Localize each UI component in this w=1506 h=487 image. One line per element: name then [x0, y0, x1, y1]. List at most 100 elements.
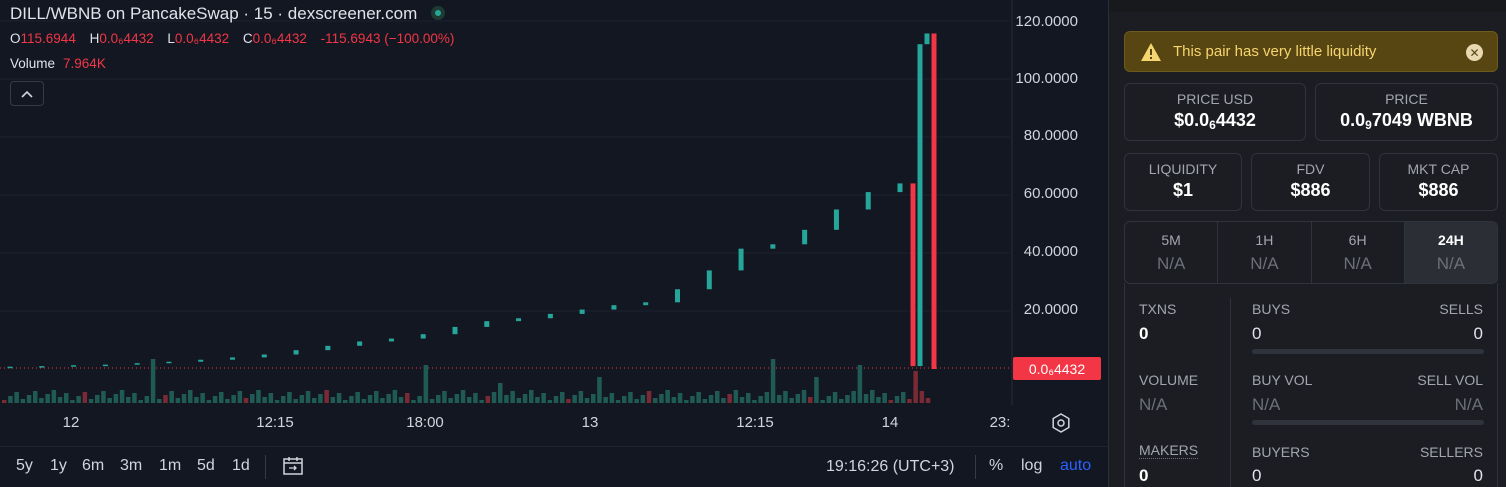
candle[interactable]: [420, 334, 426, 339]
candle[interactable]: [910, 183, 916, 367]
volume-bar: [14, 392, 19, 403]
candle[interactable]: [897, 183, 903, 193]
volume-bar: [491, 392, 497, 403]
volume-bar: [250, 394, 255, 403]
volume-bar: [535, 397, 540, 403]
volume-bar: [237, 391, 243, 403]
candle[interactable]: [325, 345, 331, 351]
buyers-label: BUYERS: [1252, 444, 1310, 460]
volume-bar: [708, 395, 714, 403]
tab-24h[interactable]: 24H N/A: [1404, 222, 1497, 283]
candle[interactable]: [39, 366, 45, 368]
tab-5m[interactable]: 5M N/A: [1125, 222, 1219, 283]
gear-icon[interactable]: [1050, 412, 1072, 434]
candle[interactable]: [924, 33, 930, 45]
candle[interactable]: [230, 357, 235, 360]
volume-bar: [541, 393, 546, 403]
volume-bar: [721, 398, 726, 403]
volume-bar: [281, 396, 286, 403]
volume-bar: [659, 394, 664, 403]
volume-bar: [870, 390, 875, 403]
range-3m-button[interactable]: 3m: [120, 457, 143, 474]
candle[interactable]: [166, 361, 172, 364]
volume-bar: [256, 390, 261, 403]
close-icon[interactable]: ✕: [1466, 44, 1483, 61]
candle[interactable]: [643, 302, 649, 306]
candle[interactable]: [102, 364, 108, 367]
candle[interactable]: [611, 305, 617, 310]
range-6m-button[interactable]: 6m: [82, 457, 105, 474]
buy-volume-label: BUY VOL: [1252, 372, 1313, 388]
candle[interactable]: [865, 192, 871, 210]
low-liquidity-warning: This pair has very little liquidity ✕: [1124, 31, 1498, 72]
candle[interactable]: [579, 309, 585, 314]
candle[interactable]: [516, 318, 522, 322]
buy-sell-ratio-bar: [1252, 349, 1484, 354]
candle[interactable]: [833, 209, 839, 230]
volume-bar: [758, 396, 763, 403]
candle[interactable]: [388, 338, 394, 342]
tab-6h[interactable]: 6H N/A: [1312, 222, 1405, 283]
candle[interactable]: [452, 326, 458, 335]
candle[interactable]: [484, 321, 490, 327]
chart-area[interactable]: DILL/WBNB on PancakeSwap · 15 · dexscree…: [0, 0, 1108, 487]
time-axis-label: 13: [581, 414, 599, 431]
time-axis-label: 12:15: [256, 414, 294, 431]
candle[interactable]: [261, 354, 267, 358]
range-1m-button[interactable]: 1m: [159, 457, 182, 474]
volume-bar: [82, 392, 88, 403]
log-scale-button[interactable]: log: [1021, 457, 1043, 474]
range-1d-button[interactable]: 1d: [232, 457, 250, 474]
candle[interactable]: [802, 229, 808, 245]
candle[interactable]: [738, 248, 744, 271]
candle[interactable]: [357, 341, 363, 346]
collapse-legend-button[interactable]: [10, 81, 44, 106]
fdv-label: FDV: [1296, 161, 1325, 177]
candle[interactable]: [706, 270, 712, 290]
candle[interactable]: [134, 363, 140, 365]
volume-bar: [126, 397, 131, 403]
calendar-range-icon[interactable]: [281, 454, 305, 478]
volume-bar: [200, 393, 205, 403]
chart-title-text: DILL/WBNB on PancakeSwap · 15 · dexscree…: [10, 4, 418, 23]
candle[interactable]: [293, 350, 299, 355]
timezone-clock[interactable]: 19:16:26 (UTC+3): [826, 458, 955, 475]
volume-bar: [628, 392, 633, 403]
volume-value: N/A: [1139, 395, 1168, 414]
volume-bar: [467, 397, 472, 403]
volume-bar: [479, 400, 484, 403]
candle[interactable]: [198, 359, 204, 362]
volume-bar: [839, 399, 844, 403]
volume-bar: [219, 392, 224, 403]
candle[interactable]: [547, 313, 553, 319]
volume-bar: [460, 390, 466, 403]
percent-scale-button[interactable]: %: [989, 457, 1004, 474]
volume-bar: [392, 390, 398, 403]
volume-bar: [764, 392, 770, 403]
candle[interactable]: [675, 289, 680, 303]
range-1y-button[interactable]: 1y: [50, 457, 67, 474]
candle[interactable]: [71, 365, 77, 367]
candle[interactable]: [7, 366, 13, 369]
volume-bar: [70, 400, 75, 403]
volume-bar: [442, 391, 447, 403]
liquidity-label: LIQUIDITY: [1148, 161, 1218, 177]
candle[interactable]: [931, 33, 937, 369]
volume-bar: [640, 395, 646, 403]
candle[interactable]: [770, 244, 776, 249]
volume-bar: [572, 395, 577, 403]
volume-bar: [163, 395, 168, 403]
price-chart[interactable]: [0, 0, 1108, 446]
volume-bar: [361, 399, 367, 403]
range-5y-button[interactable]: 5y: [16, 457, 33, 474]
volume-bar: [262, 397, 267, 403]
ohlc-readout: O115.6944 H0.0₆4432 L0.0₆4432 C0.0₆4432 …: [10, 31, 464, 46]
volume-bar: [814, 377, 819, 403]
candle[interactable]: [917, 44, 923, 367]
volume-bar: [498, 383, 503, 403]
price-axis-label: 120.0000: [1015, 13, 1078, 30]
range-5d-button[interactable]: 5d: [197, 457, 215, 474]
buys-label: BUYS: [1252, 301, 1291, 317]
tab-1h[interactable]: 1H N/A: [1218, 222, 1312, 283]
auto-scale-button[interactable]: auto: [1060, 457, 1092, 474]
